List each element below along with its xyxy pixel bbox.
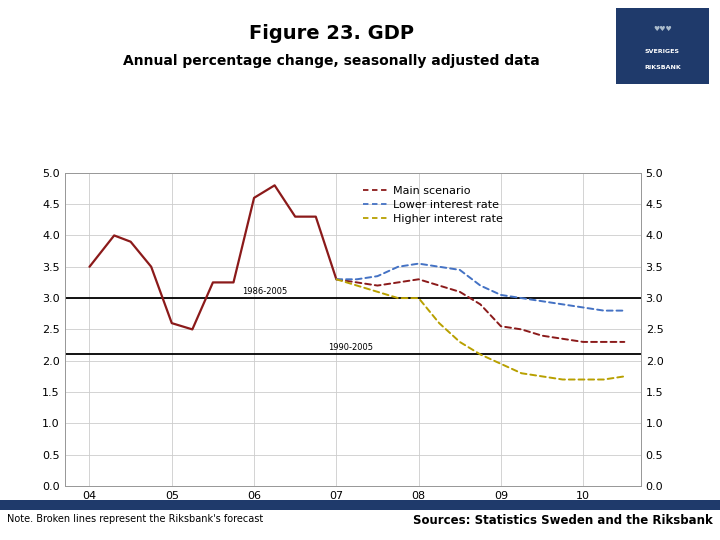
Text: ♥♥♥: ♥♥♥ [653,26,672,32]
Text: Sources: Statistics Sweden and the Riksbank: Sources: Statistics Sweden and the Riksb… [413,514,713,527]
Text: Figure 23. GDP: Figure 23. GDP [248,24,414,43]
Text: SVERIGES: SVERIGES [645,50,680,55]
Text: 1990-2005: 1990-2005 [328,343,373,352]
Text: Annual percentage change, seasonally adjusted data: Annual percentage change, seasonally adj… [123,54,539,68]
Legend: Main scenario, Lower interest rate, Higher interest rate: Main scenario, Lower interest rate, High… [359,181,507,228]
Text: RIKSBANK: RIKSBANK [644,65,681,70]
Text: Note. Broken lines represent the Riksbank's forecast: Note. Broken lines represent the Riksban… [7,514,264,524]
Text: 1986-2005: 1986-2005 [242,287,287,296]
